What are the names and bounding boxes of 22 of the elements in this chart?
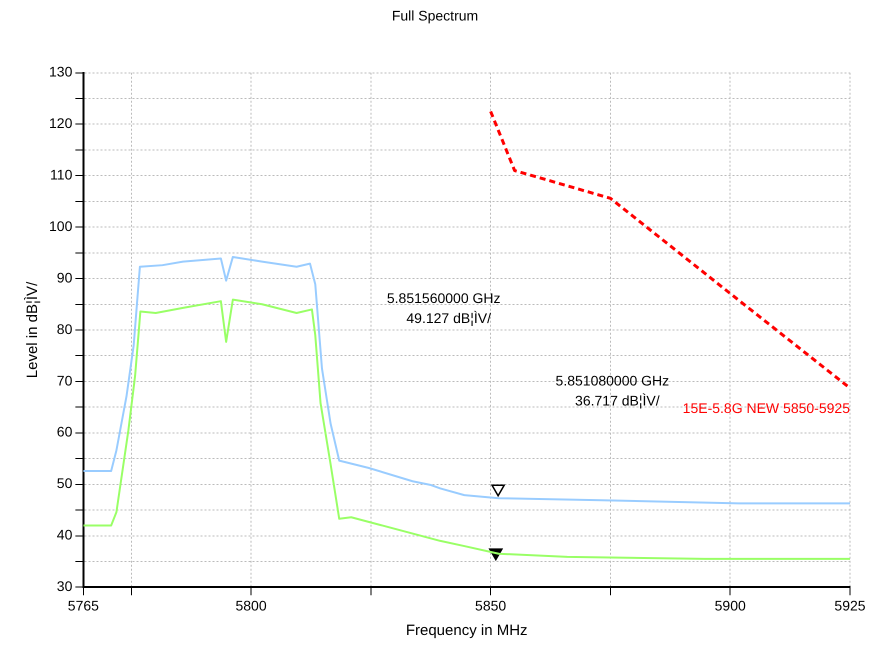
- y-tick-label: 30: [56, 578, 73, 594]
- y-tick-label: 70: [56, 372, 73, 388]
- y-tick-label: 110: [50, 166, 73, 183]
- x-tick-label: 5925: [834, 597, 866, 614]
- y-tick-label: 80: [56, 320, 73, 337]
- x-tick-label: 5800: [235, 597, 267, 614]
- x-axis-title: Frequency in MHz: [406, 622, 528, 640]
- y-tick-label: 130: [49, 64, 73, 80]
- y-tick-label: 50: [56, 475, 73, 492]
- chart-title: Full Spectrum: [392, 7, 478, 24]
- y-tick-label: 90: [56, 269, 73, 286]
- x-tick-label: 5900: [714, 597, 746, 614]
- x-tick-label: 5765: [68, 597, 100, 614]
- y-axis-title: Level in dB¦ÌV/: [23, 280, 42, 378]
- annotation: 5.851080000 GHz 36.717 dB¦ÌV/: [556, 372, 670, 408]
- y-tick-label: 60: [56, 424, 73, 440]
- annotation: 5.851560000 GHz 49.127 dB¦ÌV/: [386, 290, 500, 326]
- y-tick-label: 100: [49, 218, 73, 234]
- y-tick-label: 40: [56, 526, 73, 543]
- y-tick-label: 120: [49, 115, 73, 132]
- series-label: 15E-5.8G NEW 5850-5925: [682, 400, 850, 416]
- x-tick-label: 5850: [475, 597, 506, 614]
